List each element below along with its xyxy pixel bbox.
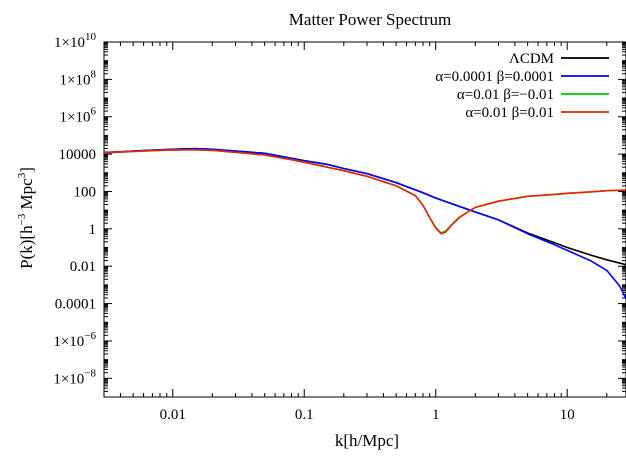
series-lines: [104, 147, 626, 300]
y-tick-label: 0.0001: [55, 297, 96, 313]
series-line-4: [104, 149, 626, 235]
x-tick-label: 0.1: [295, 407, 314, 423]
y-label-base: P(k)[h: [17, 225, 36, 269]
y-label-exp1: −3: [16, 213, 28, 225]
legend-label-3: α=0.01 β=−0.01: [457, 87, 554, 103]
y-tick-label: 1×10−8: [53, 367, 96, 387]
series-line-1: [104, 147, 626, 266]
y-tick-label: 1×10−6: [53, 330, 96, 350]
x-tick-label: 10: [560, 407, 575, 423]
y-tick-label: 100: [74, 184, 97, 200]
y-axis-ticks: 1×1010 1×108 1×106 10000 100 1 0.01 0.0001 1×10−…: [53, 31, 626, 398]
x-axis-label: k[h/Mpc]: [335, 431, 399, 450]
y-tick-label: 1×106: [60, 106, 97, 126]
y-axis-label: P(k)[h−3 Mpc3]: [16, 167, 36, 269]
x-tick-label: 1: [432, 407, 440, 423]
y-tick-label: 0.01: [70, 259, 96, 275]
y-label-exp2: 3: [16, 172, 28, 178]
series-line-3: [104, 149, 626, 234]
legend-label-1: ΛCDM: [509, 51, 554, 67]
x-axis-ticks: 0.01 0.1 1 10: [103, 42, 608, 423]
legend-label-4: α=0.01 β=0.01: [465, 105, 554, 121]
legend-label-2: α=0.0001 β=0.0001: [435, 69, 554, 85]
y-tick-label: 1: [89, 222, 97, 238]
y-tick-label: 10000: [59, 147, 97, 163]
y-label-mid: Mpc: [17, 178, 36, 214]
series-line-2: [104, 147, 626, 300]
x-tick-label: 0.01: [160, 407, 186, 423]
y-label-end: ]: [17, 167, 36, 173]
chart-title: Matter Power Spectrum: [289, 10, 451, 29]
legend: ΛCDM α=0.0001 β=0.0001 α=0.01 β=−0.01 α=0.0…: [435, 51, 609, 121]
y-tick-label: 1×108: [60, 68, 97, 88]
y-tick-label: 1×1010: [54, 31, 96, 51]
